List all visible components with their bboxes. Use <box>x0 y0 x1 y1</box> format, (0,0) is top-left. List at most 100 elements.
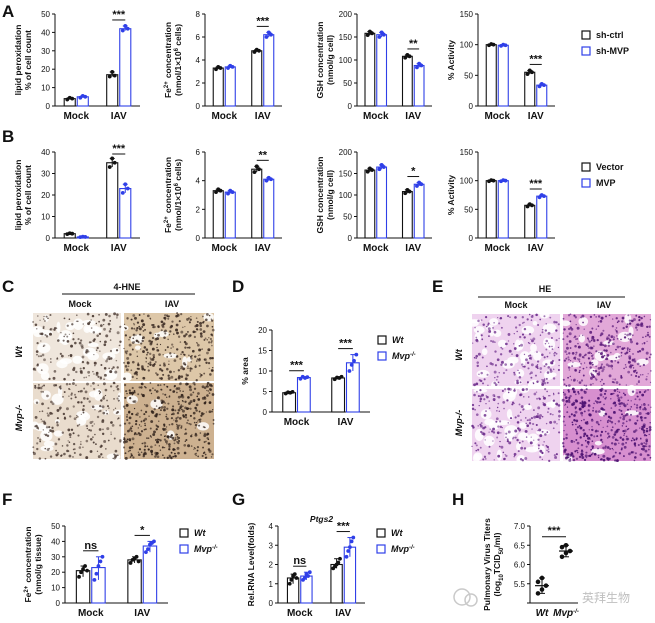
micrograph-c-tile-mvp-mock-cell-149 <box>86 382 89 386</box>
micrograph-e-tile-mvp-iav-cell-333 <box>617 399 621 402</box>
micrograph-c-tile-wt-iav-cell-18 <box>126 356 130 360</box>
micrograph-e-tile-mvp-mock-cell-173 <box>536 415 540 419</box>
micrograph-e-tile-mvp-mock-cell-208 <box>537 444 540 447</box>
micrograph-c-tile-wt-mock-cell-98 <box>82 323 85 325</box>
y-label-line-b3-1: (nmol/g cell) <box>325 170 335 220</box>
micrograph-e-tile-mvp-iav-cell-120 <box>584 454 588 458</box>
micrograph-e-tile-wt-iav-cell-303 <box>592 354 594 356</box>
micrograph-e-tile-wt-iav-cell-325 <box>601 355 605 359</box>
micrograph-e-tile-mvp-mock-cell-186 <box>488 407 491 409</box>
micrograph-c-tile-wt-iav-cell-311 <box>141 364 144 368</box>
micrograph-c-tile-mvp-iav-cell-188 <box>154 455 157 458</box>
micrograph-c-tile-mvp-iav-cell-234 <box>192 391 195 394</box>
micrograph-c-tile-wt-iav-cell-39 <box>182 367 186 371</box>
micrograph-e-tile-mvp-iav-cell-52 <box>592 407 595 409</box>
micrograph-e-tile-mvp-iav-cell-387 <box>609 416 613 420</box>
micrograph-e-tile-mvp-mock-cell-170 <box>475 449 478 452</box>
micrograph-e-tile-mvp-iav-cell-195 <box>574 402 576 404</box>
micrograph-c-tile-wt-mock-cell-126 <box>67 355 70 357</box>
micrograph-e-tile-wt-iav-cell-191 <box>578 335 581 337</box>
micrograph-c-tile-mvp-mock-cell-152 <box>46 394 49 398</box>
micrograph-e-tile-mvp-mock-cell-191 <box>546 449 548 451</box>
micrograph-e-tile-mvp-mock-cell-58 <box>502 451 505 454</box>
micrograph-e-tile-mvp-iav-cell-14 <box>624 393 627 396</box>
micrograph-c-tile-wt-iav-cell-306 <box>124 334 128 337</box>
micrograph-e-tile-mvp-iav-cell-386 <box>628 452 631 456</box>
micrograph-c-tile-wt-iav-cell-192 <box>156 337 160 340</box>
micrograph-c-tile-mvp-iav-cell-417 <box>128 421 131 425</box>
micrograph-e-tile-wt-mock-cell-166 <box>488 335 490 338</box>
micrograph-e-tile-wt-iav-cell-174 <box>605 349 608 352</box>
micrograph-c-tile-mvp-iav-cell-386 <box>184 440 186 442</box>
micrograph-e-tile-mvp-mock-cell-120 <box>474 408 476 411</box>
micrograph-c-tile-mvp-iav-cell-381 <box>154 389 156 391</box>
micrograph-e-tile-mvp-iav-cell-251 <box>640 442 644 446</box>
micrograph-c-tile-mvp-mock-cell-20 <box>113 398 115 400</box>
x-category-label-h-1: Mvp-/- <box>553 608 579 619</box>
micrograph-e-tile-mvp-mock-cell-107 <box>499 420 502 423</box>
micrograph-e-tile-wt-iav-cell-87 <box>566 346 569 350</box>
micrograph-e-tile-wt-mock-cell-182 <box>549 370 553 373</box>
data-point-b2-1-0-2 <box>257 167 261 172</box>
micrograph-c-tile-mvp-iav-cell-256 <box>175 433 178 436</box>
y-tick-label-a3-3: 150 <box>339 33 353 42</box>
data-point-g-0-1-1 <box>302 576 307 580</box>
micrograph-c-tile-wt-mock-cell-70 <box>37 315 39 317</box>
micrograph-c-tile-wt-mock-cell-65 <box>95 322 98 325</box>
micrograph-e-tile-wt-iav-cell-189 <box>575 354 577 356</box>
micrograph-c-tile-wt-iav-cell-88 <box>160 329 163 332</box>
micrograph-c-tile-wt-mock-cell-140 <box>90 319 92 321</box>
micrograph-e-tile-mvp-iav-cell-162 <box>598 401 601 404</box>
micrograph-e-tile-wt-mock-lumen-13 <box>542 323 557 334</box>
micrograph-c-tile-wt-iav-cell-170 <box>196 342 198 344</box>
micrograph-c-tile-wt-mock-cell-87 <box>92 331 96 334</box>
micrograph-e-tile-wt-mock-cell-164 <box>511 353 513 355</box>
y-tick-label-a3-2: 100 <box>339 56 353 65</box>
data-point-a3-1-0-0 <box>403 55 408 60</box>
micrograph-c-tile-wt-iav-cell-23 <box>149 357 151 359</box>
micrograph-e-tile-wt-iav-cell-45 <box>567 356 570 359</box>
micrograph-c-tile-wt-iav-cell-61 <box>131 348 134 351</box>
micrograph-e-tile-mvp-mock-cell-216 <box>507 422 509 424</box>
micrograph-c-col-iav: IAV <box>165 299 179 309</box>
micrograph-e-tile-mvp-mock-cell-185 <box>493 395 496 398</box>
micrograph-e-tile-mvp-iav-cell-179 <box>630 451 633 454</box>
y-tick-label-b3-3: 150 <box>339 170 353 179</box>
sig-label-f-1: * <box>140 524 145 536</box>
micrograph-c-tile-mvp-mock-cell-51 <box>108 407 110 409</box>
micrograph-e-tile-wt-iav-cell-267 <box>640 322 644 326</box>
micrograph-c-tile-wt-iav-cell-234 <box>184 363 187 366</box>
micrograph-c-tile-mvp-iav-cell-416 <box>158 406 161 409</box>
micrograph-c-tile-mvp-iav-cell-3 <box>189 423 192 426</box>
bar-a2-1-0 <box>251 50 263 107</box>
data-point-g-1-1-1 <box>346 549 351 553</box>
micrograph-c-tile-mvp-mock-cell-207 <box>57 451 59 454</box>
micrograph-c-tile-wt-iav-cell-316 <box>208 341 211 344</box>
micrograph-c-tile-wt-iav-cell-289 <box>211 344 213 347</box>
micrograph-c-tile-mvp-iav-cell-113 <box>153 399 157 403</box>
micrograph-e-tile-wt-iav-cell-311 <box>566 343 569 346</box>
micrograph-c-tile-mvp-mock-cell-141 <box>77 434 80 437</box>
micrograph-e-tile-mvp-iav-cell-322 <box>574 410 578 414</box>
bar-b4-1-0 <box>524 204 536 239</box>
micrograph-c-tile-mvp-mock-cell-118 <box>91 420 94 423</box>
micrograph-e-tile-mvp-mock-cell-60 <box>553 454 556 457</box>
micrograph-e-tile-mvp-iav-cell-297 <box>644 389 647 392</box>
micrograph-e-tile-wt-iav-cell-172 <box>639 365 641 368</box>
micrograph-c-tile-wt-iav-cell-151 <box>179 341 182 343</box>
micrograph-e-tile-mvp-iav-cell-295 <box>583 390 586 393</box>
micrograph-c-tile-mvp-iav-cell-339 <box>180 382 182 384</box>
x-category-label-b2-0: Mock <box>211 243 237 254</box>
micrograph-e-tile-mvp-iav-cell-344 <box>563 415 566 418</box>
bar-b2-0-0 <box>212 190 224 239</box>
micrograph-e-tile-mvp-mock-cell-145 <box>492 427 496 431</box>
x-category-label-b3-1: IAV <box>405 243 421 254</box>
micrograph-c-tile-mvp-mock-cell-114 <box>34 384 37 387</box>
y-tick-label-d-0: 0 <box>263 408 268 417</box>
micrograph-e-tile-mvp-mock-cell-202 <box>496 436 499 439</box>
y-tick-label-b3-2: 100 <box>339 191 353 200</box>
micrograph-c-tile-mvp-mock-cell-0 <box>80 441 82 443</box>
micrograph-e-tile-mvp-iav-cell-61 <box>582 435 586 438</box>
micrograph-e-tile-wt-iav-cell-251 <box>620 354 623 357</box>
micrograph-e-tile-mvp-iav-cell-237 <box>643 417 646 419</box>
